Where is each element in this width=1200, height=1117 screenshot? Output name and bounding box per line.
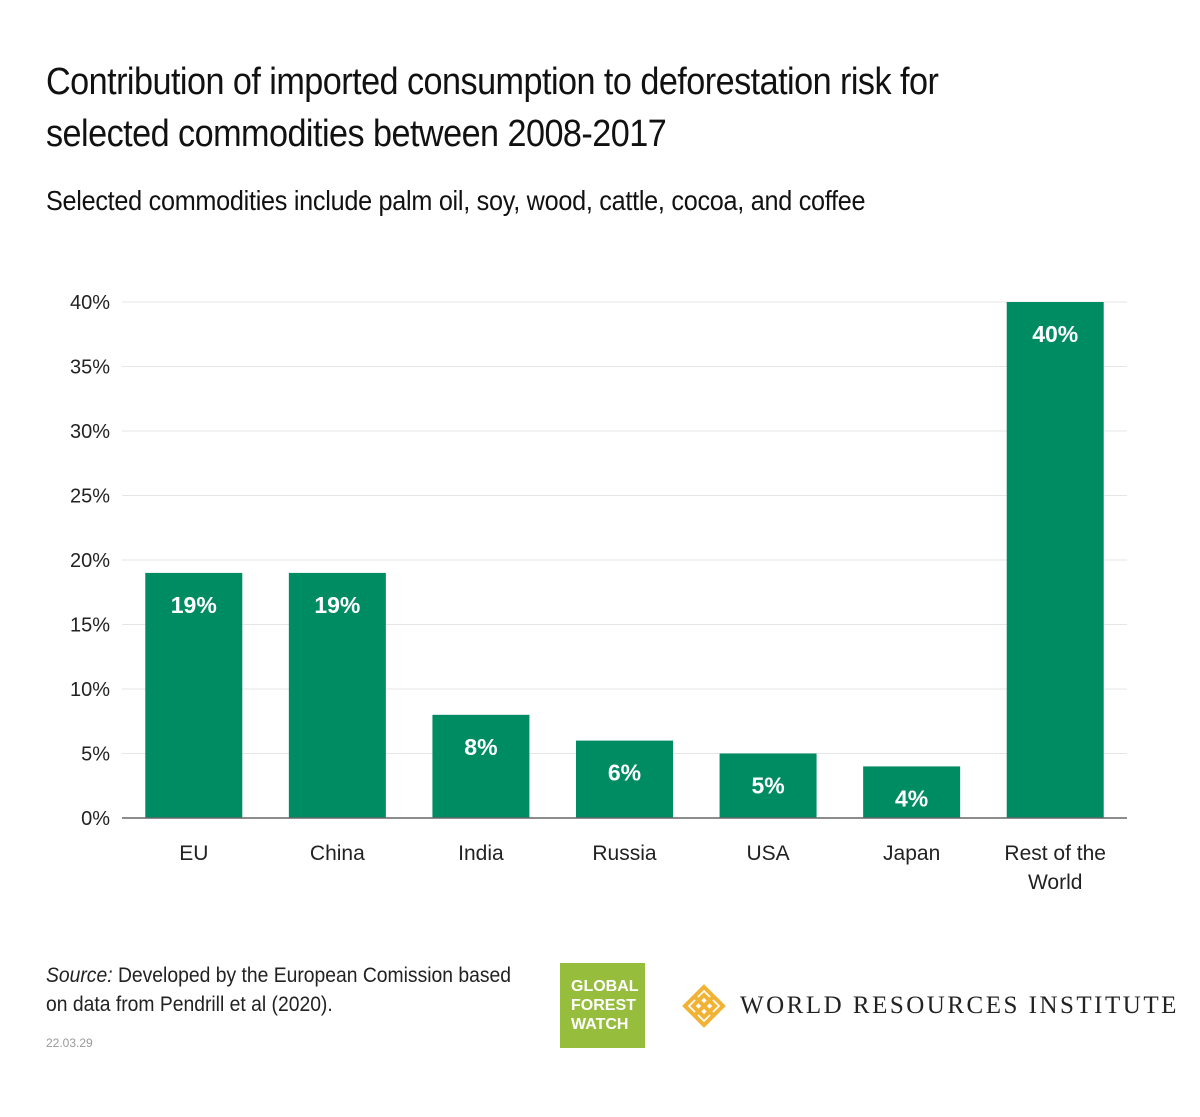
bar (863, 766, 961, 818)
date-stamp: 22.03.29 (46, 1036, 93, 1050)
y-tick-label: 0% (81, 808, 110, 830)
category-label: EU (179, 842, 208, 865)
category-label: USA (746, 842, 789, 865)
y-tick-label: 20% (70, 550, 110, 572)
y-tick-label: 35% (70, 357, 110, 379)
bar (432, 714, 530, 818)
category-label: World (1028, 871, 1082, 894)
category-label: Russia (592, 842, 657, 865)
wri-star-icon (682, 984, 726, 1028)
data-label: 19% (171, 592, 217, 618)
data-label: 4% (895, 785, 928, 811)
source-prefix: Source: (46, 964, 113, 987)
data-label: 40% (1032, 321, 1078, 347)
data-label: 6% (608, 760, 641, 786)
bar (576, 740, 673, 818)
category-label: China (310, 842, 365, 865)
gfw-line-3: WATCH (571, 1016, 629, 1033)
chart-subtitle: Selected commodities include palm oil, s… (46, 185, 866, 216)
gfw-line-2: FOREST (571, 997, 636, 1014)
chart-title: Contribution of imported consumption to … (46, 61, 939, 155)
category-label: Rest of the (1004, 842, 1106, 865)
bar (1006, 302, 1104, 818)
y-tick-label: 40% (70, 292, 110, 314)
source-note: Source: Developed by the European Comiss… (46, 961, 524, 1019)
bar (719, 753, 817, 818)
y-tick-label: 10% (70, 679, 110, 701)
gfw-line-1: GLOBAL (571, 978, 639, 995)
bar (288, 572, 386, 818)
bar (145, 572, 243, 818)
global-forest-watch-logo: GLOBAL FOREST WATCH (560, 963, 645, 1048)
data-label: 8% (464, 734, 497, 760)
category-label: India (458, 842, 504, 865)
y-tick-label: 15% (70, 615, 110, 637)
data-label: 5% (751, 773, 784, 799)
bar-chart: 0% 5% 10% 15% 20% 25% 30% 35% 40% 19% EU 19% China 8%… (70, 292, 1127, 894)
data-label: 19% (314, 592, 360, 618)
y-tick-label: 5% (81, 744, 110, 766)
y-tick-label: 30% (70, 421, 110, 443)
source-text: Developed by the European Comission base… (46, 964, 512, 1016)
wri-logo-text: WORLD RESOURCES INSTITUTE (740, 992, 1179, 1019)
y-tick-label: 25% (70, 486, 110, 508)
category-label: Japan (883, 842, 940, 865)
